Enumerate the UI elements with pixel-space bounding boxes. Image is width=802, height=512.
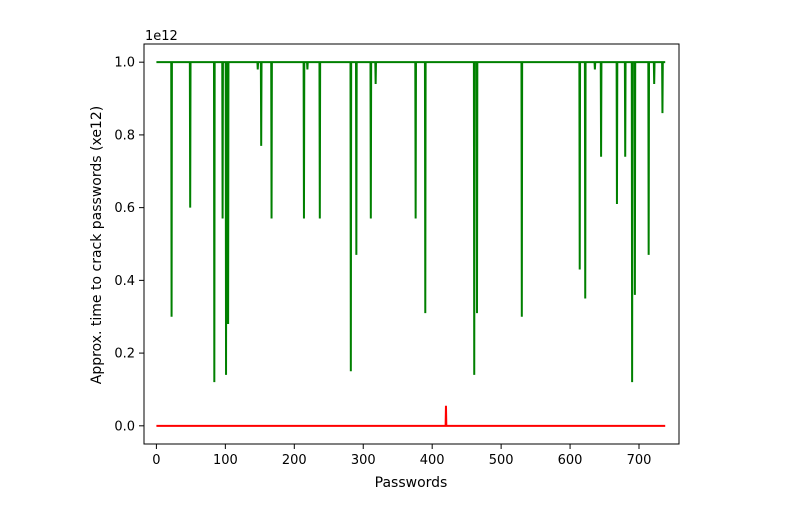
- x-tick-label: 300: [351, 453, 376, 468]
- series-layer: [156, 61, 666, 427]
- y-axis: 0.0 0.2 0.4 0.6 0.8 1.0: [114, 56, 144, 434]
- plot-frame: [143, 43, 680, 445]
- x-tick-label: 200: [282, 453, 307, 468]
- x-tick-label: 700: [627, 453, 652, 468]
- series-line-0: [156, 61, 666, 383]
- x-axis: 0 100 200 300 400 500 600 700: [152, 444, 651, 468]
- y-tick-label: 0.8: [114, 128, 135, 143]
- y-tick-label: 1.0: [114, 56, 135, 71]
- x-tick-label: 600: [558, 453, 583, 468]
- x-tick-label: 500: [489, 453, 514, 468]
- y-tick-label: 0.6: [114, 201, 135, 216]
- series-line-1: [156, 405, 666, 427]
- y-tick-label: 0.4: [114, 274, 135, 289]
- x-axis-label: Passwords: [375, 475, 448, 491]
- x-tick-label: 100: [213, 453, 238, 468]
- x-tick-label: 400: [420, 453, 445, 468]
- y-offset-label: 1e12: [145, 29, 178, 44]
- y-axis-label: Approx. time to crack passwords (xe12): [89, 106, 105, 384]
- x-tick-label: 0: [152, 453, 160, 468]
- y-tick-label: 0.2: [114, 347, 135, 362]
- y-tick-label: 0.0: [114, 419, 135, 434]
